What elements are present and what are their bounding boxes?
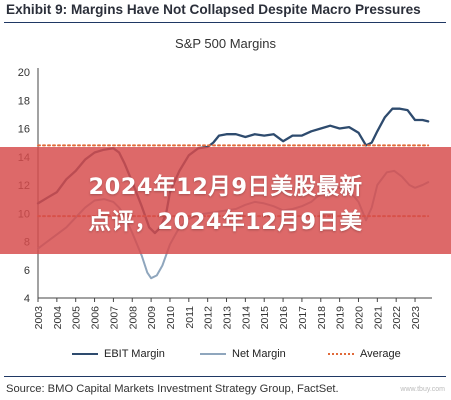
x-tick-label: 2020 [353, 306, 365, 330]
legend-label-net: Net Margin [232, 348, 286, 360]
x-tick-label: 2013 [222, 306, 234, 330]
x-tick-label: 2023 [410, 306, 422, 330]
exhibit-title: Exhibit 9: Margins Have Not Collapsed De… [6, 2, 421, 17]
x-tick-label: 2009 [146, 306, 158, 330]
x-tick-label: 2008 [127, 306, 139, 330]
x-tick-label: 2005 [71, 306, 83, 330]
x-tick-label: 2003 [33, 306, 45, 330]
x-tick-label: 2017 [297, 306, 309, 330]
overlay-banner: 2024年12月9日美股最新 点评，2024年12月9日美 [0, 147, 451, 254]
chart-legend: EBIT Margin Net Margin Average [0, 348, 451, 364]
legend-item-average: Average [328, 348, 401, 360]
x-tick-label: 2014 [240, 306, 252, 330]
banner-line-1: 2024年12月9日美股最新 [88, 174, 363, 200]
legend-swatch-average [328, 353, 354, 355]
legend-swatch-ebit [72, 353, 98, 355]
footer-divider [4, 376, 446, 377]
x-tick-label: 2019 [335, 306, 347, 330]
source-note: Source: BMO Capital Markets Investment S… [6, 383, 339, 395]
x-tick-label: 2015 [259, 306, 271, 330]
banner-line-2: 点评，2024年12月9日美 [88, 209, 363, 235]
y-tick-label: 16 [18, 124, 30, 136]
x-tick-label: 2021 [372, 306, 384, 330]
legend-label-average: Average [360, 348, 401, 360]
x-tick-label: 2010 [165, 306, 177, 330]
legend-item-net: Net Margin [200, 348, 286, 360]
y-tick-label: 4 [24, 293, 30, 305]
x-tick-label: 2011 [184, 306, 196, 329]
x-tick-label: 2006 [90, 306, 102, 330]
legend-item-ebit: EBIT Margin [72, 348, 165, 360]
y-tick-label: 20 [18, 67, 30, 79]
x-tick-label: 2018 [316, 306, 328, 330]
x-tick-label: 2007 [108, 306, 120, 330]
header-divider [4, 22, 446, 23]
x-tick-label: 2016 [278, 306, 290, 330]
watermark: www.tbuy.com [400, 386, 445, 393]
x-tick-label: 2012 [203, 306, 215, 330]
y-tick-label: 6 [24, 265, 30, 277]
legend-label-ebit: EBIT Margin [104, 348, 165, 360]
legend-swatch-net [200, 353, 226, 355]
x-tick-label: 2022 [391, 306, 403, 330]
chart-title: S&P 500 Margins [175, 36, 276, 51]
y-tick-label: 18 [18, 95, 30, 107]
x-tick-label: 2004 [52, 306, 64, 330]
